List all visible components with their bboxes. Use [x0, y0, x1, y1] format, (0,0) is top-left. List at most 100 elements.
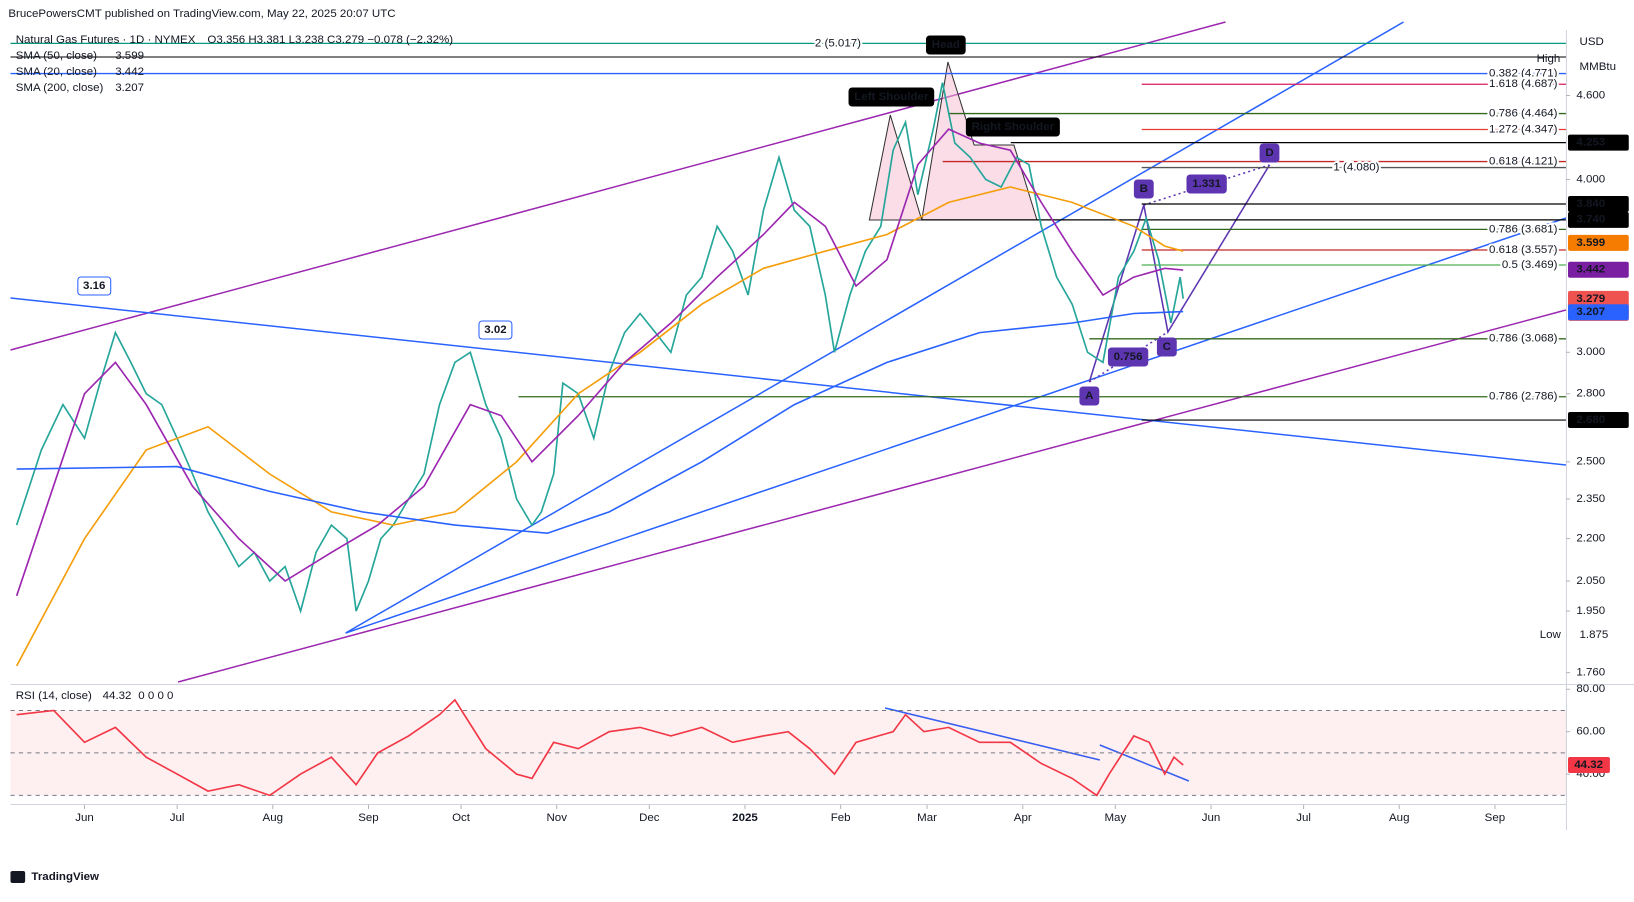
price-badge-label: 3.279 [1576, 293, 1605, 305]
rsi-value: 44.32 [103, 690, 132, 702]
y-tick-label: 60.00 [1576, 726, 1605, 738]
series-line [15, 186, 1184, 667]
x-tick-label: Jun [1202, 812, 1221, 824]
series-line [16, 310, 1184, 535]
y-tick-label: 2.200 [1576, 533, 1605, 545]
series-line [15, 128, 1184, 597]
x-tick-label: Apr [1014, 812, 1032, 824]
y-tick-label: 3.000 [1576, 346, 1605, 358]
legend-name: SMA (20, close) [16, 66, 97, 78]
fib-label: 0.786 (4.464) [1489, 108, 1558, 120]
x-tick-label: Mar [917, 812, 937, 824]
fib-label: 0.618 (4.121) [1489, 156, 1558, 168]
series-line [16, 698, 1184, 797]
trendline [177, 309, 1567, 683]
ratio-line [1143, 164, 1270, 206]
price-badge-label: 4.253 [1576, 137, 1605, 149]
abcd-pattern [1088, 164, 1271, 383]
x-tick-label: 2025 [732, 812, 758, 824]
pane-divider [10, 684, 1634, 685]
rsi-badge-label: 44.32 [1574, 759, 1603, 771]
rsi-badge [1568, 756, 1610, 773]
annotation-box [1079, 386, 1100, 406]
high-label: High [1537, 53, 1561, 65]
annotation-box [1259, 143, 1280, 163]
annotation: A [1085, 390, 1093, 402]
annotation-box [1156, 337, 1177, 357]
legend-value: 3.207 [115, 82, 144, 94]
annotation: 0.756 [1114, 351, 1143, 363]
y-tick-label: 2.050 [1576, 575, 1605, 587]
series-line [15, 82, 1185, 614]
y-tick-label: 80.00 [1576, 683, 1605, 695]
legend-name: SMA (200, close) [16, 82, 104, 94]
y-tick-label: 2.500 [1576, 456, 1605, 468]
annotation-box [77, 276, 112, 296]
title: Natural Gas Futures · 1D · NYMEX [16, 34, 196, 46]
price-badge [1568, 134, 1629, 151]
annotation: Left Shoulder [854, 91, 929, 103]
y-tick-label: 2.350 [1576, 493, 1605, 505]
y-tick-label: 4.600 [1576, 90, 1605, 102]
x-tick-label: Jun [75, 812, 94, 824]
y-tick-label: 40.00 [1576, 768, 1605, 780]
fib-label: 0.382 (4.771) [1489, 68, 1558, 80]
price-badge-label: 3.740 [1576, 214, 1605, 226]
publisher: BrucePowersCMT published on TradingView.… [8, 8, 395, 20]
rsi-band [10, 710, 1566, 796]
fib-label: 1 (4.080) [1333, 162, 1379, 174]
fib-label: 1.272 (4.347) [1489, 124, 1558, 136]
annotation: B [1140, 183, 1148, 195]
fib-label: 0.786 (3.068) [1489, 333, 1558, 345]
price-badge [1568, 234, 1629, 251]
price-badge [1568, 211, 1629, 228]
annotation: 3.16 [83, 280, 105, 292]
annotation: Head [932, 39, 960, 51]
annotation-box [1186, 174, 1227, 194]
x-tick-label: Dec [639, 812, 660, 824]
y-tick-label: 2.800 [1576, 388, 1605, 400]
low-value: 1.875 [1580, 629, 1609, 641]
unit: MMBtu [1580, 61, 1616, 73]
fib-label: 0.786 (2.786) [1489, 391, 1558, 403]
x-tick-label: Aug [263, 812, 283, 824]
x-tick-label: Sep [358, 812, 378, 824]
price-badge-label: 3.840 [1576, 198, 1605, 210]
x-tick-label: May [1104, 812, 1126, 824]
pane-bottom [10, 804, 1566, 805]
annotation-box [1107, 347, 1149, 367]
annotation: C [1163, 341, 1171, 353]
x-tick-label: Oct [452, 812, 471, 824]
ohlc: O3.356 H3.381 L3.238 C3.279 −0.078 (−2.3… [207, 34, 453, 46]
annotation-box [478, 320, 513, 340]
currency: USD [1580, 36, 1604, 48]
fib-label: 1.618 (4.687) [1489, 78, 1558, 90]
y-tick-label: 1.950 [1576, 605, 1605, 617]
rsi-extra: 0 0 0 0 [138, 690, 173, 702]
price-badge [1568, 195, 1629, 212]
annotation: 1.331 [1192, 178, 1221, 190]
x-tick-label: Aug [1389, 812, 1409, 824]
price-badge-label: 3.599 [1576, 237, 1605, 249]
annotation-box [965, 117, 1060, 137]
price-badge [1568, 304, 1629, 321]
price-badge [1568, 412, 1629, 429]
axis-border [1565, 30, 1567, 830]
head-shoulders [868, 61, 1038, 221]
rsi-trendline [884, 707, 1101, 761]
trendlines [10, 21, 1567, 782]
rsi-trendline [1099, 744, 1190, 782]
logo-icon [10, 871, 26, 883]
x-tick-label: Jul [1296, 812, 1311, 824]
fib-label: 0.618 (3.557) [1489, 244, 1558, 256]
price-badge-label: 3.207 [1576, 306, 1605, 318]
x-tick-label: Sep [1485, 812, 1505, 824]
trendline [345, 217, 1567, 634]
fib-label: 2 (5.017) [815, 37, 861, 49]
fib-label: 0.5 (3.469) [1502, 259, 1558, 271]
legend-name: SMA (50, close) [16, 50, 97, 62]
trendline [10, 21, 1226, 351]
x-tick-label: Feb [831, 812, 851, 824]
trendline [10, 297, 1567, 466]
